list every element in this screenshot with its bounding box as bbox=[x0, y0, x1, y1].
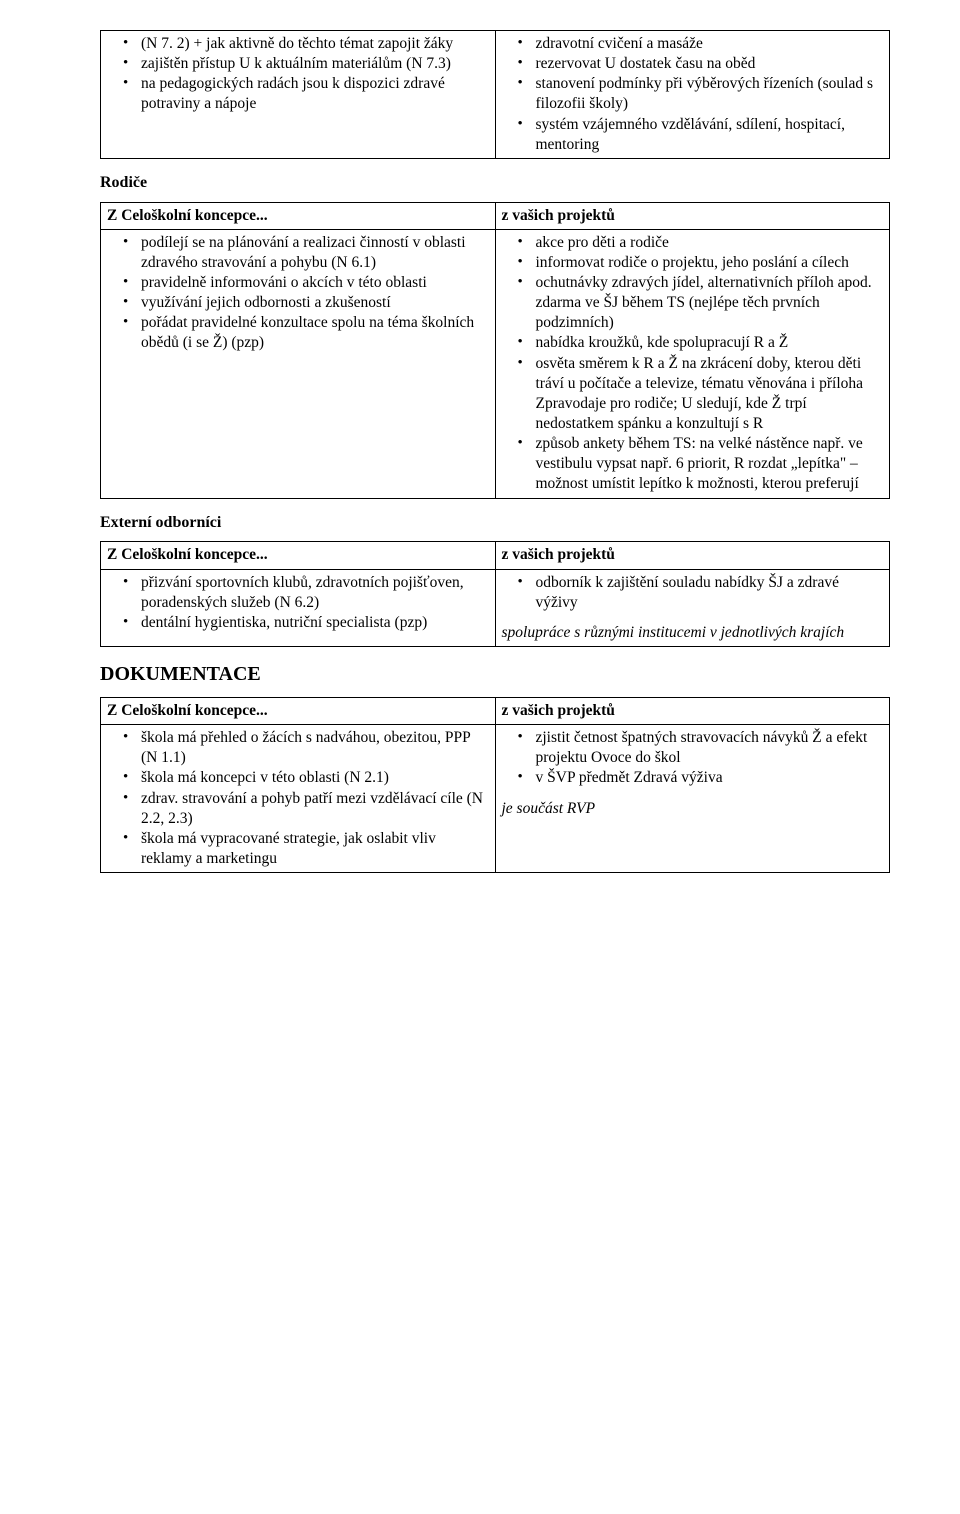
rodice-table: Z Celoškolní koncepce... z vašich projek… bbox=[100, 202, 890, 499]
list-item: zdrav. stravování a pohyb patří mezi vzd… bbox=[107, 789, 489, 829]
externi-note: spolupráce s různými institucemi v jedno… bbox=[502, 623, 884, 643]
list-text: škola má přehled o žácích s nadváhou, ob… bbox=[141, 729, 470, 766]
dokumentace-header-right: z vašich projektů bbox=[495, 697, 890, 724]
rodice-label: Rodiče bbox=[100, 173, 890, 194]
header-text: Z Celoškolní koncepce... bbox=[107, 546, 268, 563]
list-item: pravidelně informováni o akcích v této o… bbox=[107, 273, 489, 293]
header-text: z vašich projektů bbox=[502, 546, 615, 563]
list-item: pořádat pravidelné konzultace spolu na t… bbox=[107, 313, 489, 353]
list-text: ochutnávky zdravých jídel, alternativníc… bbox=[536, 274, 872, 331]
list-text: informovat rodiče o projektu, jeho poslá… bbox=[536, 254, 849, 271]
rodice-right-list: akce pro děti a rodiče informovat rodiče… bbox=[502, 233, 884, 495]
externi-table: Z Celoškolní koncepce... z vašich projek… bbox=[100, 541, 890, 647]
list-item: (N 7. 2) + jak aktivně do těchto témat z… bbox=[107, 34, 489, 54]
externi-label: Externí odborníci bbox=[100, 513, 890, 534]
rodice-header-right: z vašich projektů bbox=[495, 202, 890, 229]
list-text: dentální hygientiska, nutriční specialis… bbox=[141, 614, 427, 631]
dokumentace-header-left: Z Celoškolní koncepce... bbox=[101, 697, 496, 724]
dokumentace-right-cell: zjistit četnost špatných stravovacích ná… bbox=[495, 725, 890, 873]
header-text: z vašich projektů bbox=[502, 702, 615, 719]
externi-right-list: odborník k zajištění souladu nabídky ŠJ … bbox=[502, 573, 884, 613]
list-text: zdravotní cvičení a masáže bbox=[536, 35, 703, 52]
list-text: pravidelně informováni o akcích v této o… bbox=[141, 274, 427, 291]
list-item: škola má koncepci v této oblasti (N 2.1) bbox=[107, 768, 489, 788]
list-item: podílejí se na plánování a realizaci čin… bbox=[107, 233, 489, 273]
list-item: přizvání sportovních klubů, zdravotních … bbox=[107, 573, 489, 613]
list-item: akce pro děti a rodiče bbox=[502, 233, 884, 253]
list-item: osvěta směrem k R a Ž na zkrácení doby, … bbox=[502, 354, 884, 435]
list-text: osvěta směrem k R a Ž na zkrácení doby, … bbox=[536, 355, 864, 432]
dokumentace-left-cell: škola má přehled o žácích s nadváhou, ob… bbox=[101, 725, 496, 873]
intro-right-list: zdravotní cvičení a masáže rezervovat U … bbox=[502, 34, 884, 155]
list-text: v ŠVP předmět Zdravá výživa bbox=[536, 769, 723, 786]
list-item: využívání jejich odbornosti a zkušeností bbox=[107, 293, 489, 313]
list-item: zjistit četnost špatných stravovacích ná… bbox=[502, 728, 884, 768]
list-item: informovat rodiče o projektu, jeho poslá… bbox=[502, 253, 884, 273]
list-item: zajištěn přístup U k aktuálním materiálů… bbox=[107, 54, 489, 74]
list-item: škola má vypracované strategie, jak osla… bbox=[107, 829, 489, 869]
dokumentace-heading: DOKUMENTACE bbox=[100, 661, 890, 687]
externi-header-left: Z Celoškolní koncepce... bbox=[101, 542, 496, 569]
list-item: rezervovat U dostatek času na oběd bbox=[502, 54, 884, 74]
externi-left-cell: přizvání sportovních klubů, zdravotních … bbox=[101, 569, 496, 646]
list-item: ochutnávky zdravých jídel, alternativníc… bbox=[502, 273, 884, 333]
list-item: nabídka kroužků, kde spolupracují R a Ž bbox=[502, 333, 884, 353]
dokumentace-table: Z Celoškolní koncepce... z vašich projek… bbox=[100, 697, 890, 873]
list-text: způsob ankety během TS: na velké nástěnc… bbox=[536, 435, 863, 492]
list-text: škola má vypracované strategie, jak osla… bbox=[141, 830, 436, 867]
header-text: Z Celoškolní koncepce... bbox=[107, 207, 268, 224]
intro-left-cell: (N 7. 2) + jak aktivně do těchto témat z… bbox=[101, 31, 496, 159]
externi-header-right: z vašich projektů bbox=[495, 542, 890, 569]
list-text: přizvání sportovních klubů, zdravotních … bbox=[141, 574, 464, 611]
list-text: pořádat pravidelné konzultace spolu na t… bbox=[141, 314, 474, 351]
externi-left-list: přizvání sportovních klubů, zdravotních … bbox=[107, 573, 489, 633]
list-text: využívání jejich odbornosti a zkušeností bbox=[141, 294, 391, 311]
list-text: zjistit četnost špatných stravovacích ná… bbox=[536, 729, 868, 766]
rodice-right-cell: akce pro děti a rodiče informovat rodiče… bbox=[495, 229, 890, 498]
rodice-header-left: Z Celoškolní koncepce... bbox=[101, 202, 496, 229]
list-text: (N 7. 2) + jak aktivně do těchto témat z… bbox=[141, 34, 489, 54]
list-text: systém vzájemného vzdělávání, sdílení, h… bbox=[536, 116, 846, 153]
dokumentace-right-list: zjistit četnost špatných stravovacích ná… bbox=[502, 728, 884, 788]
list-text: odborník k zajištění souladu nabídky ŠJ … bbox=[536, 574, 839, 611]
list-text: na pedagogických radách jsou k dispozici… bbox=[141, 75, 445, 112]
list-item: dentální hygientiska, nutriční specialis… bbox=[107, 613, 489, 633]
list-text: stanovení podmínky při výběrových řízení… bbox=[536, 75, 873, 112]
list-item: škola má přehled o žácích s nadváhou, ob… bbox=[107, 728, 489, 768]
list-text: nabídka kroužků, kde spolupracují R a Ž bbox=[536, 334, 789, 351]
header-text: Z Celoškolní koncepce... bbox=[107, 702, 268, 719]
header-text: z vašich projektů bbox=[502, 207, 615, 224]
list-text: zdrav. stravování a pohyb patří mezi vzd… bbox=[141, 790, 483, 827]
list-item: systém vzájemného vzdělávání, sdílení, h… bbox=[502, 115, 884, 155]
list-text: podílejí se na plánování a realizaci čin… bbox=[141, 234, 466, 271]
list-item: způsob ankety během TS: na velké nástěnc… bbox=[502, 434, 884, 494]
list-item: zdravotní cvičení a masáže bbox=[502, 34, 884, 54]
dokumentace-note: je součást RVP bbox=[502, 799, 884, 819]
list-item: stanovení podmínky při výběrových řízení… bbox=[502, 74, 884, 114]
list-text: škola má koncepci v této oblasti (N 2.1) bbox=[141, 769, 389, 786]
intro-left-list: (N 7. 2) + jak aktivně do těchto témat z… bbox=[107, 34, 489, 115]
dokumentace-left-list: škola má přehled o žácích s nadváhou, ob… bbox=[107, 728, 489, 869]
list-item: na pedagogických radách jsou k dispozici… bbox=[107, 74, 489, 114]
list-item: v ŠVP předmět Zdravá výživa bbox=[502, 768, 884, 788]
intro-right-cell: zdravotní cvičení a masáže rezervovat U … bbox=[495, 31, 890, 159]
list-text: zajištěn přístup U k aktuálním materiálů… bbox=[141, 55, 451, 72]
list-text: rezervovat U dostatek času na oběd bbox=[536, 55, 756, 72]
rodice-left-cell: podílejí se na plánování a realizaci čin… bbox=[101, 229, 496, 498]
list-item: odborník k zajištění souladu nabídky ŠJ … bbox=[502, 573, 884, 613]
intro-table: (N 7. 2) + jak aktivně do těchto témat z… bbox=[100, 30, 890, 159]
externi-right-cell: odborník k zajištění souladu nabídky ŠJ … bbox=[495, 569, 890, 646]
rodice-left-list: podílejí se na plánování a realizaci čin… bbox=[107, 233, 489, 354]
list-text: akce pro děti a rodiče bbox=[536, 234, 669, 251]
